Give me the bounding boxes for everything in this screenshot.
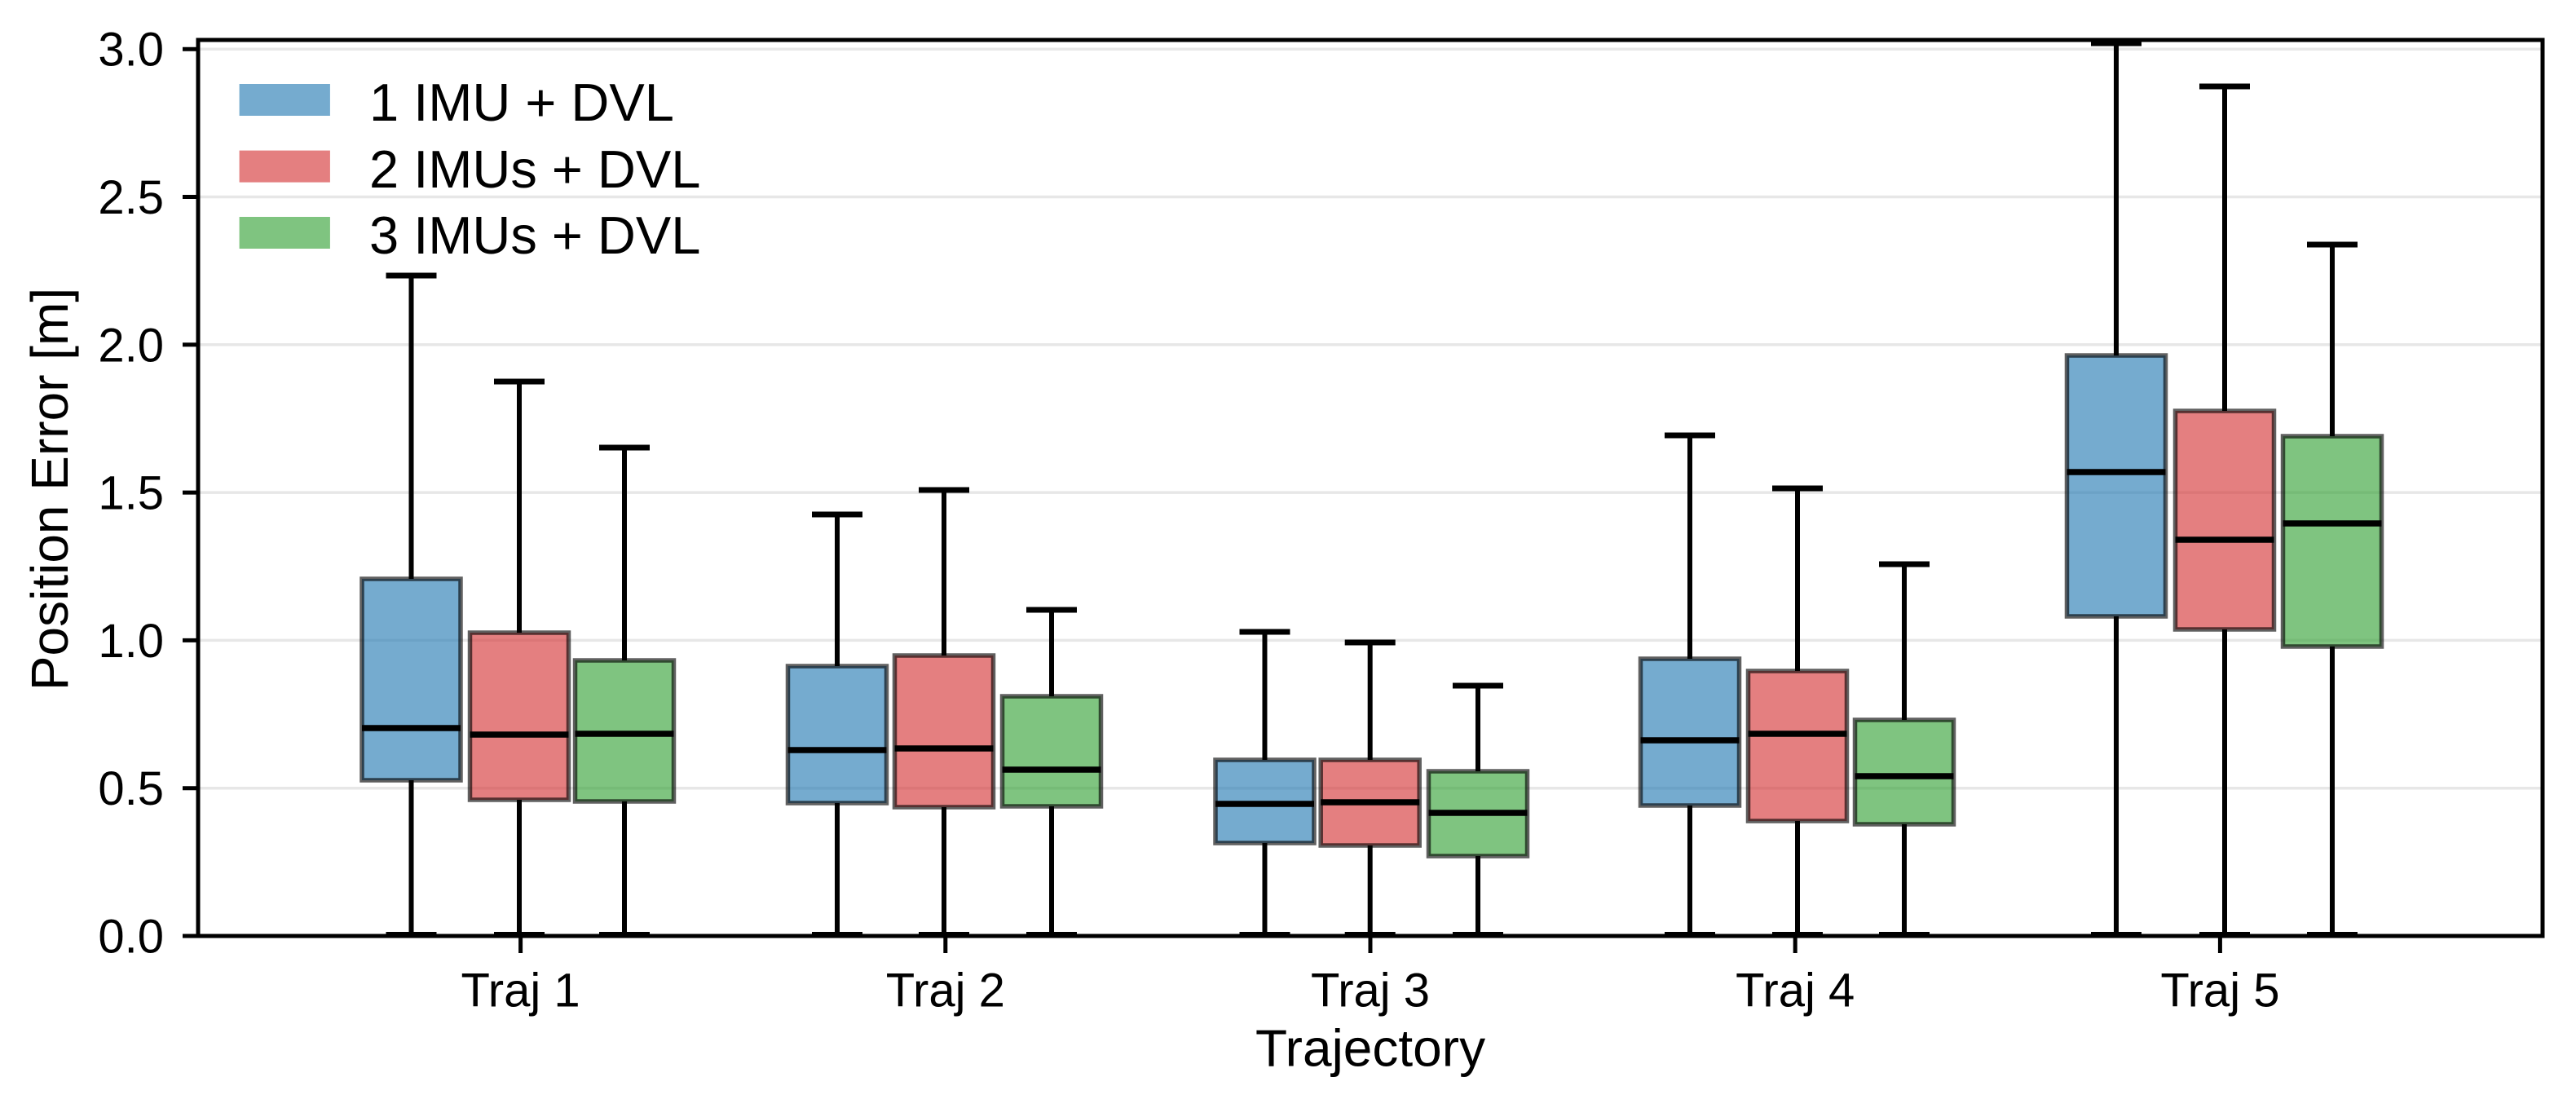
svg-text:Trajectory: Trajectory <box>1255 1018 1485 1077</box>
svg-text:2.5: 2.5 <box>98 171 164 224</box>
svg-text:3 IMUs + DVL: 3 IMUs + DVL <box>369 205 700 265</box>
svg-text:0.0: 0.0 <box>98 911 164 964</box>
svg-text:Position Error [m]: Position Error [m] <box>20 288 79 691</box>
svg-text:3.0: 3.0 <box>98 24 164 77</box>
svg-text:Traj 2: Traj 2 <box>886 965 1005 1018</box>
svg-text:Traj 3: Traj 3 <box>1311 965 1430 1018</box>
svg-text:Traj 4: Traj 4 <box>1736 965 1855 1018</box>
svg-text:1.0: 1.0 <box>98 615 164 668</box>
svg-text:1.5: 1.5 <box>98 467 164 520</box>
svg-text:0.5: 0.5 <box>98 762 164 815</box>
svg-text:Traj 5: Traj 5 <box>2160 965 2279 1018</box>
svg-text:1 IMU + DVL: 1 IMU + DVL <box>369 73 674 132</box>
svg-text:Traj 1: Traj 1 <box>461 965 580 1018</box>
svg-text:2 IMUs + DVL: 2 IMUs + DVL <box>369 139 700 199</box>
svg-text:2.0: 2.0 <box>98 319 164 372</box>
